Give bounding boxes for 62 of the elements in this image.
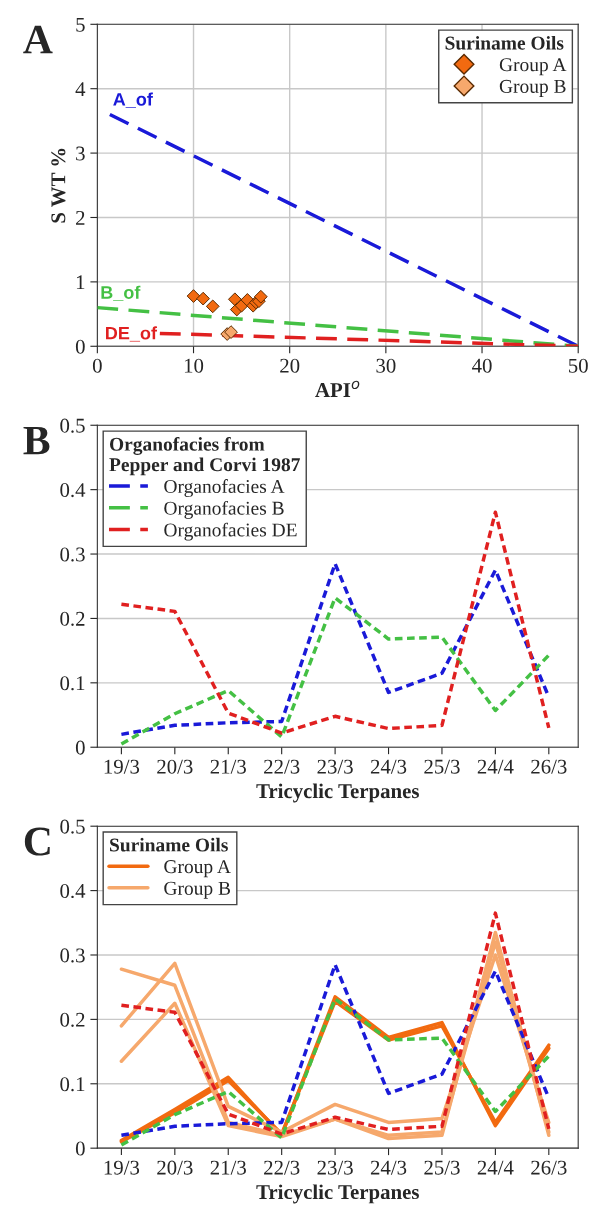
text: C	[24, 827, 50, 856]
legend-title: Suriname Oils	[110, 837, 228, 852]
x-axis-title: API$^{o}$	[315, 380, 360, 397]
y-tick-label: 1	[76, 275, 85, 290]
x-tick-label: 50	[568, 358, 588, 373]
legend-label: Group A	[499, 58, 567, 76]
legend-label: Organofacies B	[164, 500, 284, 519]
y-axis-title: S WT %	[51, 148, 66, 223]
y-tick-label: 5	[76, 17, 85, 32]
y-tick-label: 0.5	[60, 418, 85, 433]
x-axis-title: Tricyclic Terpanes	[256, 783, 419, 803]
x-tick-label: 25/3	[424, 759, 460, 774]
y-tick-label: 0.1	[60, 676, 85, 691]
x-tick-label: 10	[184, 358, 204, 373]
legend-label: Organofacies DE	[164, 522, 297, 541]
x-tick-label: 0	[92, 358, 102, 373]
x-tick-label: 21/3	[210, 759, 246, 774]
y-tick-label: 0.2	[60, 611, 85, 626]
x-tick-label: 24/4	[477, 1160, 514, 1175]
x-tick-label: 25/3	[424, 1160, 460, 1175]
series-label: B_of	[101, 285, 141, 301]
legend-label: Group A	[164, 860, 231, 878]
x-tick-label: 26/3	[531, 759, 567, 774]
y-tick-label: 0.3	[60, 948, 85, 963]
x-tick-label: 20/3	[157, 759, 193, 774]
x-tick-label: 30	[376, 358, 396, 373]
text: A	[23, 25, 53, 54]
y-tick-label: 0.5	[60, 819, 85, 834]
y-tick-label: 3	[76, 146, 85, 161]
x-tick-label: 24/4	[477, 759, 514, 774]
legend-label: Group B	[499, 79, 566, 97]
series-label: DE_of	[106, 326, 158, 342]
text: B	[23, 426, 50, 455]
x-tick-label: 21/3	[210, 1160, 246, 1175]
y-tick-label: 0.4	[60, 883, 86, 899]
y-tick-label: 4	[75, 82, 86, 96]
x-axis-title: Tricyclic Terpanes	[256, 1184, 419, 1204]
x-tick-label: 26/3	[531, 1160, 567, 1175]
y-tick-label: 0.4	[60, 483, 86, 498]
x-tick-label: 23/3	[317, 759, 353, 774]
legend-title: Suriname Oils	[445, 35, 564, 50]
x-tick-label: 24/3	[370, 1160, 407, 1175]
x-tick-label: 19/3	[104, 759, 140, 774]
series-label: A_of	[113, 92, 153, 108]
x-tick-label: 22/3	[264, 759, 300, 774]
y-tick-label: 0	[75, 1141, 85, 1156]
legend-title: Organofacies from Pepper and Corvi 1987	[109, 436, 300, 476]
x-tick-label: 19/3	[104, 1160, 140, 1175]
y-tick-label: 0	[75, 339, 85, 354]
x-tick-label: 40	[472, 358, 492, 373]
legend-label: Organofacies A	[164, 479, 285, 498]
y-tick-label: 2	[76, 210, 85, 225]
x-tick-label: 23/3	[317, 1160, 353, 1175]
x-tick-label: 22/3	[264, 1160, 300, 1175]
legend-label: Group B	[164, 881, 231, 899]
y-tick-label: 0.3	[60, 547, 85, 562]
y-tick-label: 0	[75, 740, 85, 755]
x-tick-label: 24/3	[370, 759, 407, 774]
x-tick-label: 20	[280, 358, 300, 373]
y-tick-label: 0.1	[60, 1077, 85, 1092]
x-tick-label: 20/3	[157, 1160, 193, 1175]
y-tick-label: 0.2	[60, 1012, 85, 1027]
